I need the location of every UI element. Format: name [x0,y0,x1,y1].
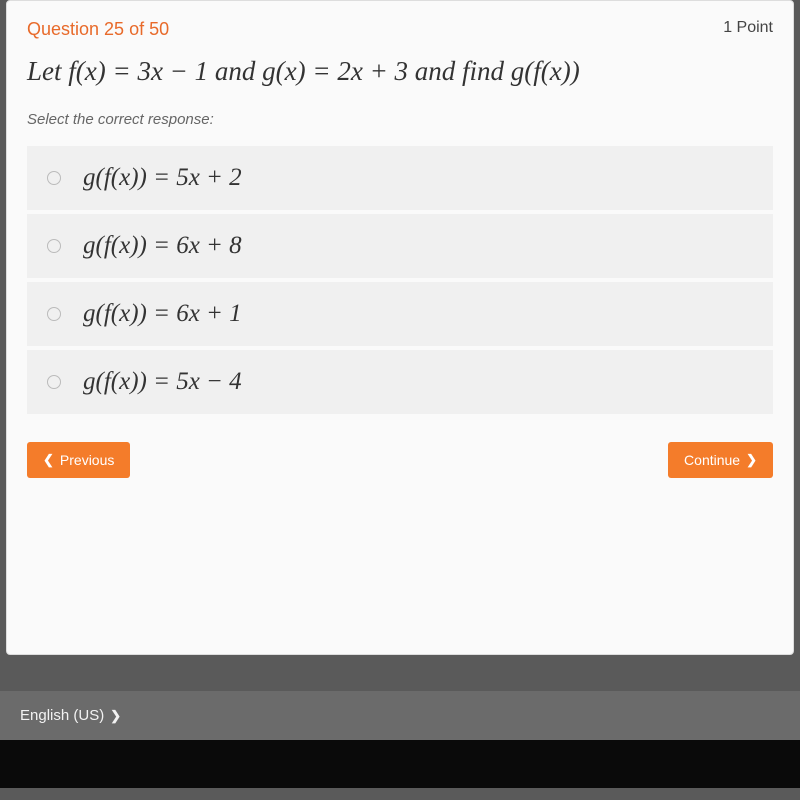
option-text: g(f(x)) = 6x + 8 [83,232,242,260]
select-instruction: Select the correct response: [27,111,773,128]
bottom-bar [0,740,800,788]
language-label: English (US) [20,707,104,724]
option-text: g(f(x)) = 6x + 1 [83,300,242,328]
chevron-right-icon: ❯ [110,708,121,724]
previous-label: Previous [60,452,114,468]
options-list: g(f(x)) = 5x + 2 g(f(x)) = 6x + 8 g(f(x)… [27,146,773,414]
radio-icon [47,307,61,321]
option-2[interactable]: g(f(x)) = 6x + 8 [27,214,773,278]
question-header: Question 25 of 50 1 Point [27,19,773,40]
option-text: g(f(x)) = 5x − 4 [83,368,242,396]
chevron-left-icon: ❮ [43,452,54,468]
question-math: Let f(x) = 3x − 1 and g(x) = 2x + 3 and … [27,56,580,86]
option-1[interactable]: g(f(x)) = 5x + 2 [27,146,773,210]
question-points: 1 Point [723,19,773,37]
radio-icon [47,375,61,389]
option-text: g(f(x)) = 5x + 2 [83,164,242,192]
question-number: Question 25 of 50 [27,19,169,40]
option-4[interactable]: g(f(x)) = 5x − 4 [27,350,773,414]
question-text: Let f(x) = 3x − 1 and g(x) = 2x + 3 and … [27,54,773,89]
previous-button[interactable]: ❮ Previous [27,442,130,478]
chevron-right-icon: ❯ [746,452,757,468]
language-footer[interactable]: English (US) ❯ [0,691,800,740]
radio-icon [47,171,61,185]
radio-icon [47,239,61,253]
continue-label: Continue [684,452,740,468]
nav-row: ❮ Previous Continue ❯ [27,442,773,478]
question-card: Question 25 of 50 1 Point Let f(x) = 3x … [6,0,794,655]
continue-button[interactable]: Continue ❯ [668,442,773,478]
option-3[interactable]: g(f(x)) = 6x + 1 [27,282,773,346]
